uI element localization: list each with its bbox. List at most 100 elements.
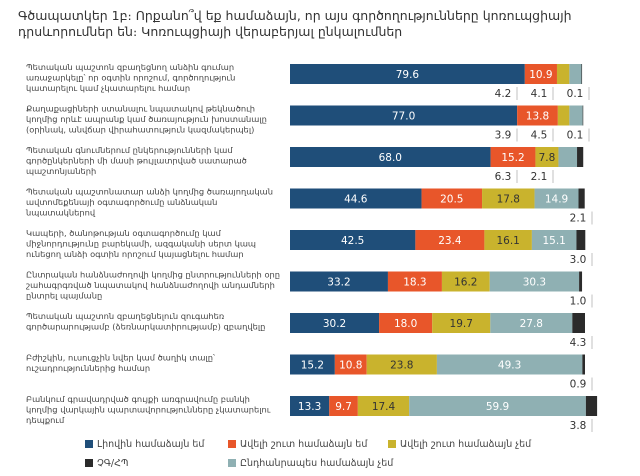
- category-label: Պետական պաշտոն զբաղեցնող անձին գումար առա…: [26, 62, 235, 93]
- value-label: 19.7: [450, 318, 473, 330]
- value-label: 49.3: [498, 360, 521, 372]
- value-label: 77.0: [392, 111, 415, 123]
- value-label: 0.1: [567, 130, 584, 142]
- value-label: 15.2: [501, 152, 524, 164]
- legend-entry: Ավելի շուտ համաձայն չեմ: [400, 439, 532, 450]
- bar-segment: [484, 230, 532, 250]
- bar-segment: [482, 188, 535, 209]
- bar-segment: [582, 105, 584, 126]
- legend-swatch: [228, 440, 236, 448]
- value-label: 7.8: [539, 152, 556, 164]
- bar-segment: [534, 188, 579, 209]
- legend-swatch: [228, 459, 236, 467]
- value-label: 4.1: [531, 88, 548, 100]
- bar-segment: [379, 313, 433, 333]
- bar-segment: [441, 271, 490, 292]
- value-label: 3.0: [570, 254, 587, 266]
- category-label: Պետական պաշտոն զբաղեցնելուն զուգահեռ գործ…: [26, 311, 265, 332]
- value-label: 30.2: [323, 318, 346, 330]
- bar-segment: [572, 313, 585, 333]
- value-label: 14.9: [545, 194, 568, 206]
- value-label: 1.0: [570, 296, 587, 308]
- bar-segment: [357, 396, 410, 416]
- value-label: 10.9: [529, 69, 552, 81]
- chart-title: Գծապատկեր 1բ։ Որքանո՞վ եք համաձայն, որ ա…: [18, 8, 572, 39]
- legend-swatch: [85, 459, 93, 467]
- bar-segment: [290, 396, 330, 416]
- value-label: 44.6: [344, 194, 368, 206]
- bar-segment: [436, 354, 583, 375]
- bar-segment: [290, 313, 380, 333]
- bar-segment: [490, 147, 536, 167]
- value-label: 30.3: [523, 277, 546, 289]
- bar-segment: [579, 271, 583, 292]
- bar-segment: [329, 396, 358, 416]
- bar-segment: [569, 105, 583, 126]
- bar-segment: [290, 147, 491, 167]
- value-label: 27.8: [520, 318, 543, 330]
- bar-segment: [581, 64, 583, 84]
- bar-segment: [578, 188, 585, 209]
- value-label: 3.8: [570, 420, 587, 432]
- bar-segment: [585, 396, 598, 416]
- value-label: 3.9: [495, 130, 512, 142]
- bar-segment: [558, 147, 578, 167]
- value-label: 15.1: [542, 235, 565, 247]
- bar-segment: [557, 105, 570, 126]
- bar-segment: [290, 188, 422, 209]
- value-label: 79.6: [396, 69, 420, 81]
- value-label: 15.2: [301, 360, 324, 372]
- bar-segment: [334, 354, 367, 375]
- bar-segment: [569, 64, 582, 84]
- value-label: 9.7: [335, 401, 352, 413]
- value-label: 17.8: [497, 194, 520, 206]
- bar-segment: [489, 271, 580, 292]
- bar-segment: [490, 313, 573, 333]
- value-label: 13.8: [526, 111, 549, 123]
- legend-swatch: [388, 440, 396, 448]
- legend-entry: Ավելի շուտ համաձայն եմ: [240, 439, 368, 450]
- legend-entry: Ընդհանրապես համաձայն չեմ: [240, 458, 394, 469]
- value-label: 4.3: [570, 337, 587, 349]
- bar-segment: [290, 64, 525, 84]
- bar-segment: [524, 64, 557, 84]
- bar-segment: [290, 354, 335, 375]
- bar-segment: [409, 396, 586, 416]
- bar-segment: [531, 230, 577, 250]
- value-label: 0.9: [570, 379, 587, 391]
- bar-segment: [576, 230, 586, 250]
- legend-entry: Լիովին համաձայն եմ: [97, 439, 205, 450]
- value-label: 18.3: [403, 277, 426, 289]
- value-label: 4.5: [531, 130, 548, 142]
- category-label: Բանկում գրավադրված գույքի առգրավումը բան…: [26, 394, 271, 425]
- category-label: Ընտրական հանձնաժողովի կողմից ընտրություն…: [26, 270, 280, 301]
- value-label: 23.8: [390, 360, 413, 372]
- legend-entry: ՉԳ/ՀՊ: [97, 458, 129, 469]
- value-label: 4.2: [495, 88, 512, 100]
- category-label: Բժիշկին, ուսուցչին նվեր կամ ծաղիկ տալը՝ ո…: [26, 353, 215, 374]
- value-label: 10.8: [339, 360, 362, 372]
- value-label: 2.1: [531, 171, 548, 183]
- value-label: 42.5: [341, 235, 364, 247]
- value-label: 16.1: [496, 235, 519, 247]
- value-label: 68.0: [379, 152, 402, 164]
- bar-segment: [415, 230, 485, 250]
- value-label: 13.3: [298, 401, 321, 413]
- bar-segment: [290, 271, 388, 292]
- value-label: 18.0: [394, 318, 417, 330]
- bar-segment: [290, 105, 518, 126]
- value-label: 0.1: [567, 88, 584, 100]
- bar-segment: [290, 230, 416, 250]
- value-label: 6.3: [495, 171, 512, 183]
- bar-segment: [582, 354, 585, 375]
- value-label: 59.9: [486, 401, 509, 413]
- bar-segment: [556, 64, 570, 84]
- bar-segment: [387, 271, 442, 292]
- legend-swatch: [85, 440, 93, 448]
- bar-segment: [577, 147, 584, 167]
- bar-segment: [421, 188, 483, 209]
- category-label: Պետական գնումներում ընկերությունների կամ…: [26, 145, 247, 176]
- value-label: 17.4: [372, 401, 396, 413]
- bar-segment: [517, 105, 558, 126]
- category-label: Կապերի, ծանոթության օգտագործումը կամ միջն…: [26, 228, 256, 259]
